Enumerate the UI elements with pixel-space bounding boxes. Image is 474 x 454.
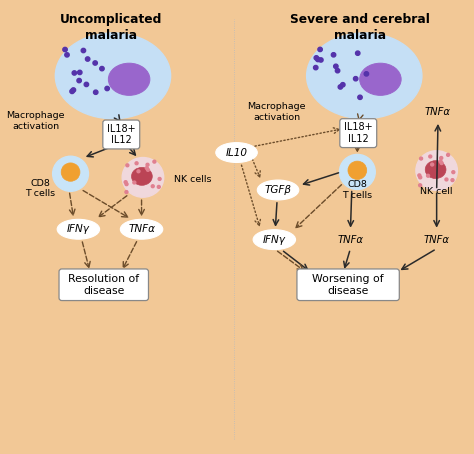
Ellipse shape: [120, 219, 163, 239]
Circle shape: [93, 61, 97, 65]
Circle shape: [78, 70, 82, 74]
Circle shape: [146, 167, 148, 169]
Circle shape: [354, 77, 358, 81]
Circle shape: [427, 174, 429, 177]
Circle shape: [451, 179, 454, 182]
Text: NK cell: NK cell: [420, 188, 453, 196]
Circle shape: [100, 66, 104, 71]
Circle shape: [429, 155, 432, 158]
Ellipse shape: [339, 154, 375, 189]
Text: NK cells: NK cells: [174, 175, 211, 184]
Circle shape: [137, 170, 140, 173]
Text: Macrophage
activation: Macrophage activation: [247, 102, 306, 122]
Circle shape: [418, 174, 421, 177]
Circle shape: [447, 153, 449, 156]
Circle shape: [318, 47, 322, 52]
Circle shape: [158, 178, 161, 180]
Text: Resolution of
disease: Resolution of disease: [68, 274, 139, 296]
Text: IL18+
IL12: IL18+ IL12: [344, 122, 373, 144]
Ellipse shape: [416, 151, 457, 190]
Text: IFNγ: IFNγ: [263, 235, 286, 245]
Ellipse shape: [109, 63, 150, 95]
Circle shape: [84, 82, 89, 87]
Circle shape: [341, 83, 345, 87]
Circle shape: [334, 64, 338, 69]
Circle shape: [440, 162, 443, 164]
Text: TNFα: TNFα: [425, 107, 451, 117]
Circle shape: [63, 47, 67, 52]
Ellipse shape: [57, 219, 100, 239]
Circle shape: [419, 184, 421, 187]
Circle shape: [316, 57, 320, 62]
Circle shape: [157, 185, 160, 188]
Ellipse shape: [348, 161, 367, 179]
Circle shape: [65, 53, 69, 57]
Ellipse shape: [131, 168, 152, 185]
Circle shape: [77, 79, 82, 83]
Circle shape: [151, 185, 154, 188]
Circle shape: [153, 160, 156, 163]
Text: Uncomplicated
malaria: Uncomplicated malaria: [59, 13, 162, 42]
Text: TNFα: TNFα: [424, 235, 450, 245]
Ellipse shape: [61, 163, 80, 181]
Ellipse shape: [257, 180, 299, 200]
Text: TGFβ: TGFβ: [264, 185, 292, 195]
FancyBboxPatch shape: [340, 118, 377, 148]
FancyBboxPatch shape: [59, 269, 148, 301]
Text: CD8
T cells: CD8 T cells: [25, 179, 55, 198]
Circle shape: [431, 163, 434, 166]
FancyBboxPatch shape: [297, 269, 399, 301]
Circle shape: [331, 53, 336, 57]
Circle shape: [85, 57, 90, 61]
Text: TNFα: TNFα: [337, 235, 364, 245]
Circle shape: [146, 163, 149, 166]
Ellipse shape: [425, 161, 446, 178]
Circle shape: [445, 178, 448, 181]
Circle shape: [335, 69, 340, 73]
Circle shape: [72, 71, 77, 75]
Ellipse shape: [122, 158, 164, 197]
Ellipse shape: [216, 143, 257, 163]
Text: TNFα: TNFα: [128, 224, 155, 234]
Circle shape: [105, 86, 109, 91]
Circle shape: [93, 90, 98, 94]
Circle shape: [126, 164, 129, 167]
Circle shape: [419, 157, 422, 160]
Circle shape: [358, 95, 362, 99]
Circle shape: [125, 191, 128, 193]
Ellipse shape: [253, 230, 296, 250]
Text: IL18+
IL12: IL18+ IL12: [107, 123, 136, 145]
Text: Macrophage
activation: Macrophage activation: [6, 111, 65, 131]
Circle shape: [313, 65, 318, 70]
Text: Worsening of
disease: Worsening of disease: [312, 274, 384, 296]
Ellipse shape: [307, 33, 422, 118]
Circle shape: [419, 176, 422, 179]
Circle shape: [338, 85, 343, 89]
Circle shape: [81, 48, 86, 53]
Circle shape: [133, 181, 136, 184]
Circle shape: [124, 181, 127, 183]
Circle shape: [70, 89, 74, 94]
Circle shape: [71, 88, 76, 92]
Ellipse shape: [55, 33, 171, 118]
Ellipse shape: [360, 63, 401, 95]
FancyBboxPatch shape: [103, 120, 140, 149]
Text: IL10: IL10: [226, 148, 247, 158]
Text: CD8
T cells: CD8 T cells: [342, 180, 373, 200]
Circle shape: [319, 58, 323, 62]
Circle shape: [452, 171, 455, 173]
Ellipse shape: [53, 156, 89, 191]
Circle shape: [314, 56, 319, 60]
Circle shape: [439, 160, 442, 163]
Circle shape: [364, 72, 369, 76]
Circle shape: [146, 168, 149, 171]
Circle shape: [440, 157, 443, 159]
Text: IFNγ: IFNγ: [67, 224, 90, 234]
Circle shape: [125, 183, 128, 186]
Circle shape: [135, 162, 138, 165]
Circle shape: [356, 51, 360, 55]
Text: Severe and cerebral
malaria: Severe and cerebral malaria: [290, 13, 429, 42]
